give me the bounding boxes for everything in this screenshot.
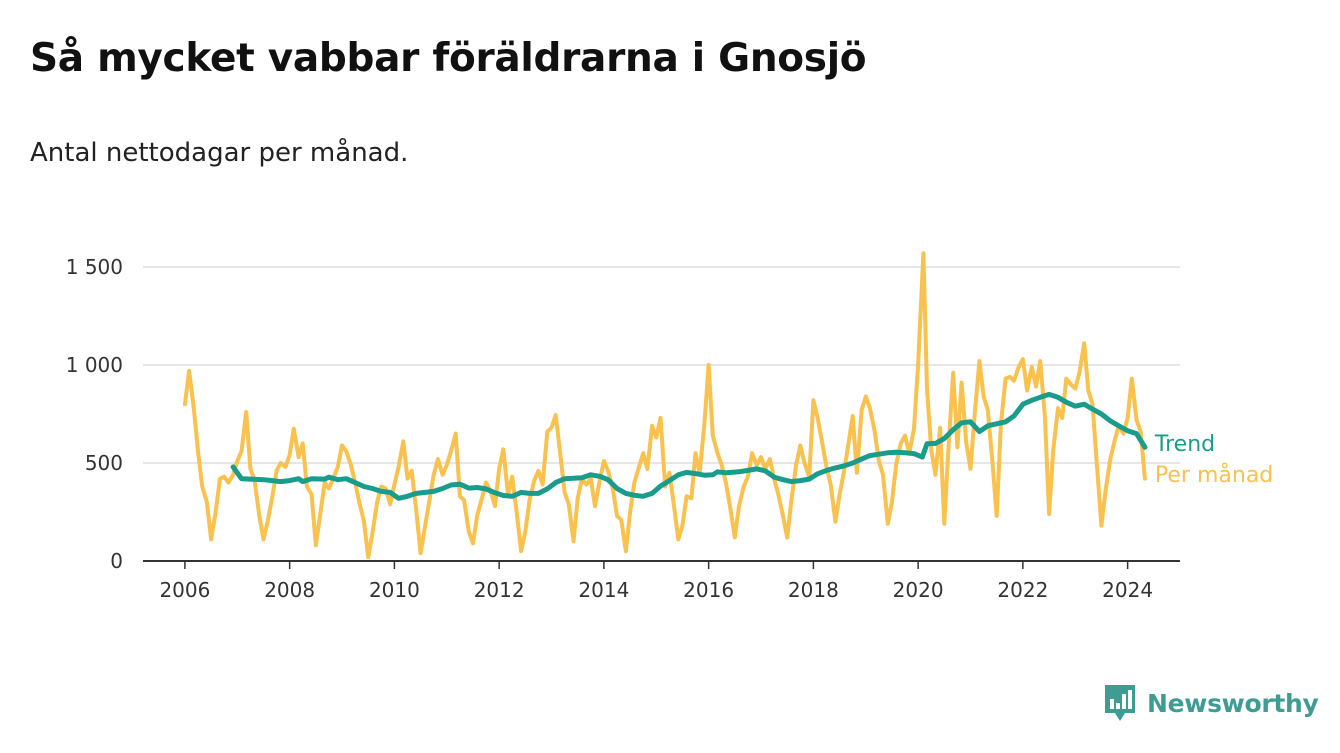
x-tick-label: 2022	[997, 578, 1048, 602]
y-tick-label: 500	[85, 451, 123, 475]
x-tick-label: 2010	[369, 578, 420, 602]
grid-lines	[143, 266, 1180, 464]
x-tick-label: 2016	[683, 578, 734, 602]
x-tick-label: 2006	[159, 578, 210, 602]
x-tick-label: 2012	[474, 578, 525, 602]
series-line-trend	[230, 391, 1148, 501]
legend: Per månad Trend	[1154, 432, 1273, 488]
y-axis-tick-labels: 0 500 1 000 1 500	[66, 255, 123, 573]
y-tick-label: 0	[110, 549, 123, 573]
newsworthy-logo: Newsworthy	[1103, 683, 1319, 723]
x-tick-label: 2024	[1102, 578, 1153, 602]
brand-name: Newsworthy	[1147, 688, 1319, 718]
series-line-per-m-nad	[182, 251, 1147, 560]
x-tick-label: 2020	[893, 578, 944, 602]
page-subtitle: Antal nettodagar per månad.	[30, 138, 409, 168]
x-tick-label: 2014	[578, 578, 629, 602]
bar-chart-speech-bubble-icon	[1105, 685, 1135, 721]
x-tick-label: 2018	[788, 578, 839, 602]
x-tick-label: 2008	[264, 578, 315, 602]
y-tick-label: 1 000	[66, 353, 123, 377]
series-layer	[182, 251, 1148, 560]
x-axis: 2006 2008 2010 2012 2014 2016 2018 2020 2022 2024	[143, 560, 1180, 602]
legend-label: Per månad	[1155, 462, 1273, 488]
page-title: Så mycket vabbar föräldrarna i Gnosjö	[30, 36, 867, 81]
y-tick-label: 1 500	[66, 255, 123, 279]
legend-label: Trend	[1154, 432, 1215, 457]
